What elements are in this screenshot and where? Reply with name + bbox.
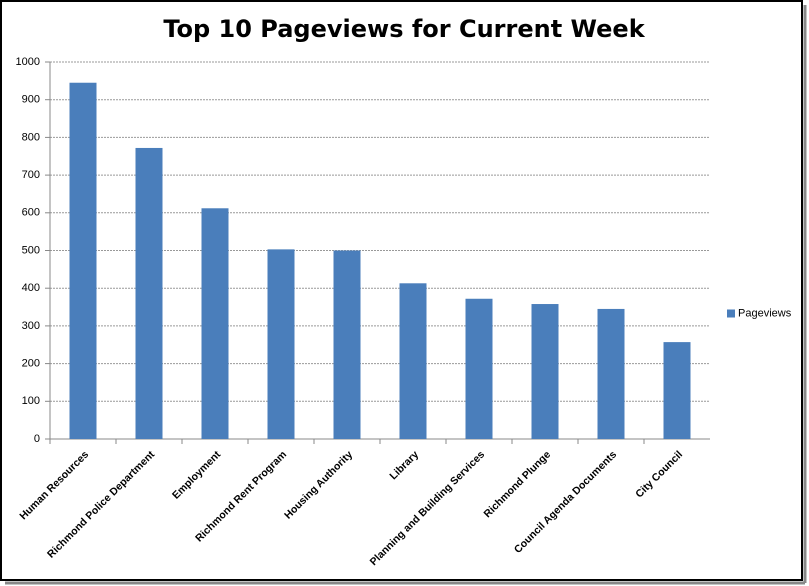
legend-swatch bbox=[727, 309, 735, 318]
y-tick-label: 400 bbox=[22, 282, 40, 294]
y-tick-label: 1000 bbox=[16, 56, 40, 68]
y-tick-label: 0 bbox=[34, 433, 40, 445]
bar bbox=[663, 342, 691, 439]
bar bbox=[333, 250, 361, 439]
bar bbox=[135, 147, 163, 439]
y-tick-label: 600 bbox=[22, 207, 40, 219]
bar bbox=[69, 82, 97, 440]
bar bbox=[531, 304, 559, 439]
bar bbox=[267, 249, 295, 439]
y-tick-label: 700 bbox=[22, 169, 40, 181]
bar bbox=[465, 298, 493, 439]
y-tick-label: 800 bbox=[22, 131, 40, 143]
legend-label: Pageviews bbox=[738, 307, 792, 319]
bar bbox=[597, 308, 625, 439]
y-tick-label: 100 bbox=[22, 395, 40, 407]
bar bbox=[399, 283, 427, 439]
chart-title: Top 10 Pageviews for Current Week bbox=[163, 15, 645, 43]
y-tick-label: 500 bbox=[22, 244, 40, 256]
y-tick-label: 300 bbox=[22, 320, 40, 332]
bar bbox=[201, 208, 229, 439]
y-tick-label: 900 bbox=[22, 94, 40, 106]
y-tick-label: 200 bbox=[22, 358, 40, 370]
